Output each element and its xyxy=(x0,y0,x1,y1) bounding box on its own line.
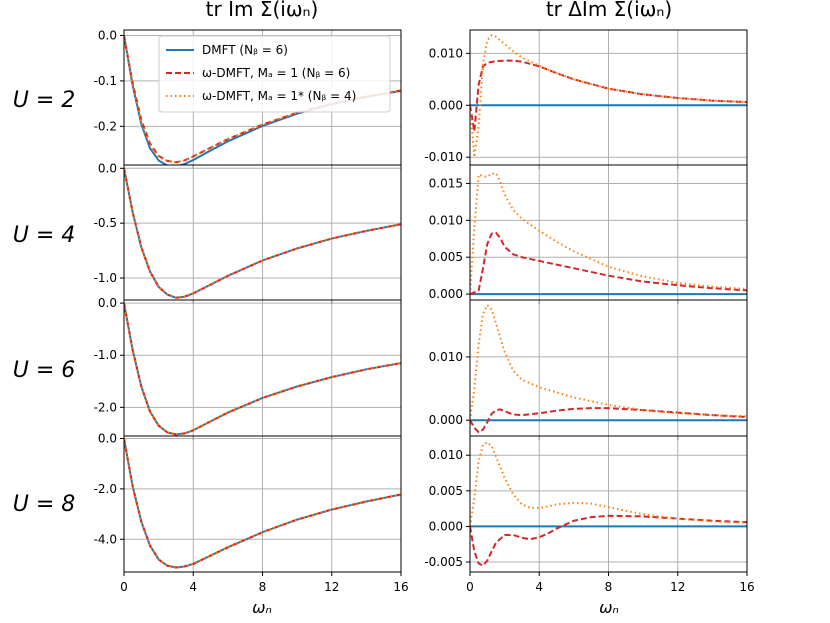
legend: DMFT (Nᵦ = 6) ω-DMFT, Mₐ = 1 (Nᵦ = 6) ω-… xyxy=(158,35,391,113)
series-line-dmft xyxy=(124,302,401,436)
series-group xyxy=(470,34,747,159)
y-tick-label: 0.010 xyxy=(429,350,463,364)
y-tick-label: 0.000 xyxy=(429,519,463,533)
panel-left-U6: 0.0 -1.0 -2.0 xyxy=(94,296,402,440)
y-tick-label: -1.0 xyxy=(94,348,117,362)
series-line-wdmft_md1 xyxy=(124,35,401,164)
y-tick-label: -2.0 xyxy=(94,400,117,414)
series-line-wdmft_md1star xyxy=(470,304,747,421)
column-title-left: tr Im Σ(iωₙ) xyxy=(206,0,319,21)
series-line-dmft xyxy=(124,438,401,569)
x-tick-label: 16 xyxy=(393,580,408,594)
x-axis-label-right: ωₙ xyxy=(599,598,619,617)
x-axis-label-left: ωₙ xyxy=(252,598,272,617)
y-tick-label: 0.010 xyxy=(429,46,463,60)
series-group xyxy=(124,438,401,569)
y-tick-label: 0.010 xyxy=(429,213,463,227)
y-tick-label: -0.010 xyxy=(424,150,463,164)
y-tick-label: 0.0 xyxy=(98,161,117,175)
series-group xyxy=(470,172,747,296)
y-tick-label: 0.000 xyxy=(429,287,463,301)
legend-label-wdmft-md1star: ω-DMFT, Mₐ = 1* (Nᵦ = 4) xyxy=(202,89,356,103)
y-tick-label: -0.5 xyxy=(94,216,117,230)
y-tick-label: 0.015 xyxy=(429,176,463,190)
row-label-u6: U = 6 xyxy=(13,358,76,383)
y-tick-label: 0.005 xyxy=(429,250,463,264)
series-line-wdmft_md1 xyxy=(470,59,747,133)
y-tick-label: 0.0 xyxy=(98,28,117,42)
x-tick-label: 16 xyxy=(739,580,754,594)
y-tick-label: -4.0 xyxy=(94,532,117,546)
y-tick-label: 0.0 xyxy=(98,296,117,310)
series-line-wdmft_md1 xyxy=(470,231,747,296)
row-label-u2: U = 2 xyxy=(13,88,76,113)
panel-right-U4: 0.015 0.010 0.005 0.000 xyxy=(429,164,748,304)
y-tick-label: -1.0 xyxy=(94,271,117,285)
y-tick-label: 0.0 xyxy=(98,432,117,446)
panel-left-U4: 0.0 -0.5 -1.0 xyxy=(94,161,402,304)
legend-box xyxy=(158,35,391,113)
column-title-right: tr ΔIm Σ(iωₙ) xyxy=(546,0,672,21)
series-line-wdmft_md1star xyxy=(124,35,401,164)
row-label-u8: U = 8 xyxy=(13,492,76,517)
y-tick-label: -2.0 xyxy=(94,482,117,496)
x-tick-label: 12 xyxy=(670,580,685,594)
series-line-wdmft_md1 xyxy=(470,514,747,567)
y-tick-label: 0.010 xyxy=(429,448,463,462)
series-line-wdmft_md1 xyxy=(470,407,747,434)
x-tick-label: 4 xyxy=(189,580,197,594)
y-tick-label: -0.005 xyxy=(424,555,463,569)
panels-layer: 0.0-0.1-0.20.0100.000-0.0100.0-0.5-1.00.… xyxy=(94,28,755,594)
series-group xyxy=(470,441,747,567)
x-tick-label: 12 xyxy=(324,580,339,594)
x-tick-label: 0 xyxy=(466,580,474,594)
legend-label-dmft: DMFT (Nᵦ = 6) xyxy=(202,43,288,57)
x-tick-label: 8 xyxy=(259,580,267,594)
series-group xyxy=(124,302,401,436)
series-group xyxy=(124,168,401,299)
row-label-u4: U = 4 xyxy=(13,223,76,248)
panel-left-U8: 0.0 -2.0 -4.0 0 4 8 12 16 xyxy=(94,432,409,594)
y-tick-label: 0.000 xyxy=(429,98,463,112)
x-tick-label: 8 xyxy=(605,580,613,594)
y-tick-label: -0.1 xyxy=(94,74,117,88)
y-tick-label: -0.2 xyxy=(94,119,117,133)
y-tick-label: 0.000 xyxy=(429,413,463,427)
legend-label-wdmft-md1: ω-DMFT, Mₐ = 1 (Nᵦ = 6) xyxy=(202,66,350,80)
panel-right-U6: 0.010 0.000 xyxy=(429,299,748,440)
series-line-wdmft_md1star xyxy=(470,34,747,159)
x-tick-label: 0 xyxy=(120,580,128,594)
y-tick-label: 0.005 xyxy=(429,484,463,498)
series-group xyxy=(470,304,747,434)
x-tick-label: 4 xyxy=(535,580,543,594)
series-line-wdmft_md1star xyxy=(124,168,401,299)
series-line-wdmft_md1star xyxy=(470,441,747,527)
panel-right-U2: 0.010 0.000 -0.010 xyxy=(424,29,748,169)
